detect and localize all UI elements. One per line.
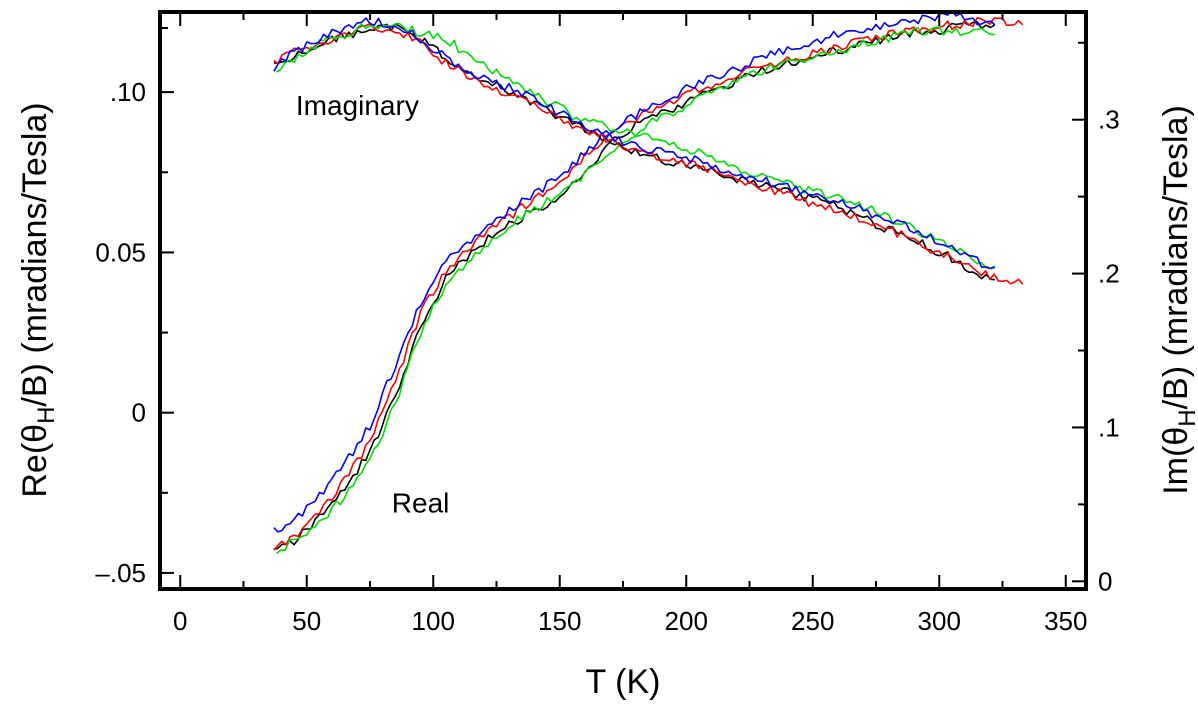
plot-frame [158,10,1088,591]
right-y-tick-label: .1 [1098,412,1120,442]
right-y-tick-label: .3 [1098,105,1120,135]
x-tick-label: 100 [412,606,455,636]
right-y-axis-title: Im(θH/B) (mradians/Tesla) [1157,105,1198,495]
annotation-real: Real [392,487,450,518]
x-tick-label: 50 [292,606,321,636]
x-tick-label: 200 [665,606,708,636]
x-tick-label: 300 [918,606,961,636]
series-line-real-0 [273,20,996,550]
left-y-tick-label: .10 [110,77,146,107]
left-y-axis-title: Re(θH/B) (mradians/Tesla) [16,102,60,497]
x-tick-label: 250 [791,606,834,636]
left-y-tick-label: 0 [132,398,146,428]
tick-layer [160,12,1086,589]
x-tick-label: 0 [173,606,187,636]
series-line-imaginary-5 [273,22,1024,285]
annotation-layer: Imaginary Real [296,90,450,518]
series-line-imaginary-7 [273,17,996,270]
series-layer [273,9,1024,555]
x-tick-label: 150 [538,606,581,636]
tick-label-layer: 0 50 100 150 200 250 300 350.100.050–.05.3.2.10 [95,77,1119,636]
left-y-tick-label: –.05 [95,558,146,588]
series-line-imaginary-6 [276,22,996,270]
series-line-real-1 [273,16,1024,551]
x-axis-title: T (K) [586,663,661,701]
series-line-real-3 [273,9,996,533]
series-line-imaginary-4 [273,23,995,281]
right-y-tick-label: 0 [1098,566,1112,596]
right-y-tick-label: .2 [1098,259,1120,289]
annotation-imaginary: Imaginary [296,90,419,121]
left-y-tick-label: 0.05 [95,237,146,267]
x-tick-label: 350 [1044,606,1087,636]
